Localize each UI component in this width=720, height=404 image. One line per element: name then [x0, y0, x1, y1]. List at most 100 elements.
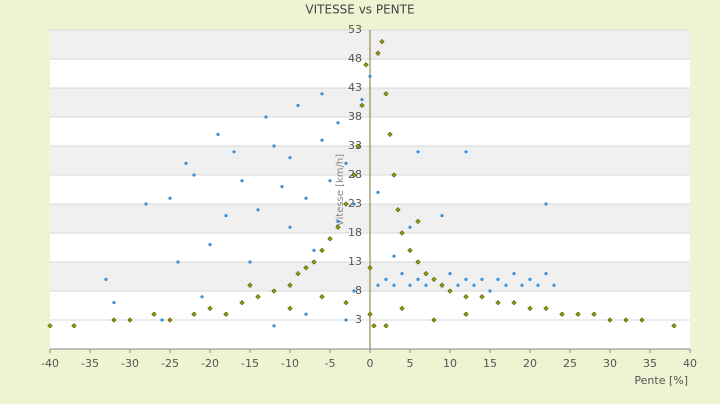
point — [232, 150, 236, 154]
point — [392, 283, 396, 287]
point — [424, 283, 428, 287]
x-tick-label: 20 — [523, 357, 537, 370]
point — [112, 301, 116, 305]
point — [639, 317, 645, 323]
point — [295, 270, 301, 277]
x-tick-label: -35 — [81, 357, 99, 370]
point — [363, 62, 369, 68]
point — [239, 299, 245, 306]
point — [395, 207, 401, 213]
point — [392, 254, 396, 258]
point — [359, 102, 365, 109]
point — [303, 265, 309, 271]
point — [504, 283, 508, 287]
point — [176, 260, 180, 264]
x-axis-title: Pente [%] — [634, 374, 688, 387]
point — [352, 289, 356, 293]
point — [344, 318, 348, 322]
point — [288, 156, 292, 160]
y-tick-label: 48 — [348, 52, 362, 65]
point — [447, 288, 453, 294]
point — [376, 283, 380, 287]
point — [463, 311, 469, 317]
point — [352, 202, 356, 206]
point — [319, 247, 325, 254]
point — [327, 236, 333, 242]
point — [344, 161, 348, 165]
point — [391, 172, 397, 178]
point — [384, 277, 388, 281]
point — [223, 311, 229, 317]
point — [367, 311, 373, 317]
point — [320, 138, 324, 142]
point — [144, 202, 148, 206]
point — [456, 283, 460, 287]
point — [448, 272, 452, 276]
x-tick-label: 0 — [367, 357, 374, 370]
point — [431, 276, 437, 283]
point — [464, 277, 468, 281]
point — [336, 219, 340, 223]
point — [248, 260, 252, 264]
point — [335, 224, 341, 230]
x-tick-label: -15 — [241, 357, 259, 370]
point — [528, 277, 532, 281]
point — [311, 259, 317, 265]
point — [336, 121, 340, 125]
point — [104, 277, 108, 281]
point — [416, 277, 420, 281]
point — [224, 214, 228, 218]
point — [607, 317, 613, 323]
point — [387, 131, 393, 138]
point — [415, 259, 421, 265]
point — [351, 172, 357, 178]
point — [439, 282, 445, 288]
point — [376, 190, 380, 194]
x-tick-label: -10 — [281, 357, 299, 370]
x-tick-label: 35 — [643, 357, 657, 370]
point — [623, 317, 629, 323]
x-tick-label: 40 — [683, 357, 697, 370]
point — [288, 225, 292, 229]
point — [416, 150, 420, 154]
point — [495, 299, 501, 306]
x-tick-label: 10 — [443, 357, 457, 370]
point — [671, 323, 677, 329]
point — [328, 179, 332, 183]
point — [296, 103, 300, 107]
point — [287, 305, 293, 312]
point — [520, 283, 524, 287]
point — [400, 272, 404, 276]
point — [543, 305, 549, 312]
point — [240, 179, 244, 183]
point — [464, 150, 468, 154]
y-tick-label: 33 — [348, 139, 362, 152]
point — [184, 161, 188, 165]
point — [371, 323, 377, 329]
point — [207, 305, 213, 312]
point — [71, 323, 77, 329]
point — [559, 311, 565, 317]
point — [272, 324, 276, 328]
x-tick-label: 5 — [407, 357, 414, 370]
point — [191, 311, 197, 317]
point — [399, 230, 405, 236]
point — [287, 282, 293, 288]
point — [368, 74, 372, 78]
point — [304, 312, 308, 316]
point — [271, 288, 277, 294]
point — [527, 305, 533, 312]
point — [383, 323, 389, 329]
point — [216, 132, 220, 136]
point — [192, 173, 196, 177]
point — [151, 311, 157, 317]
point — [379, 38, 385, 45]
x-tick-label: -25 — [161, 357, 179, 370]
point — [575, 311, 581, 317]
point — [255, 294, 261, 300]
point — [168, 196, 172, 200]
point — [200, 295, 204, 299]
point — [552, 283, 556, 287]
point — [127, 317, 133, 323]
